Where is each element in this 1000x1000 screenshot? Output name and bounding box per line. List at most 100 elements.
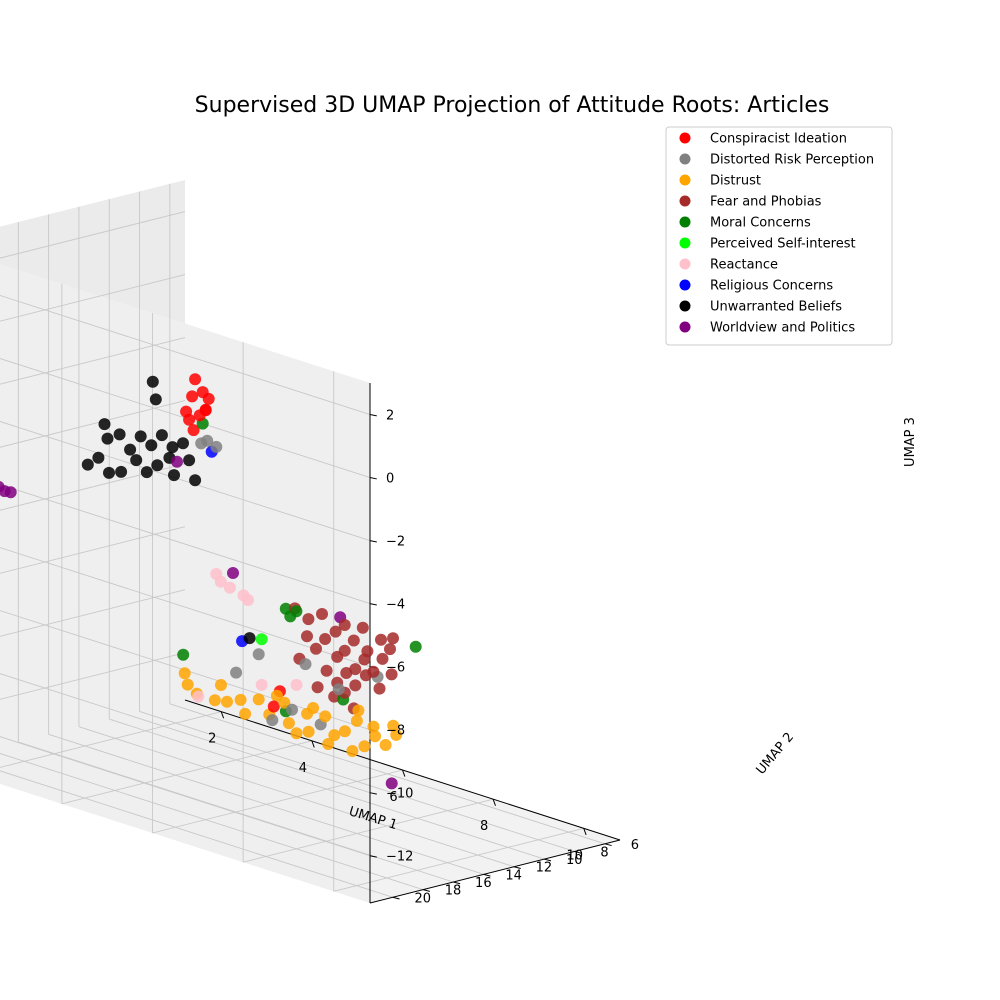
data-point — [356, 621, 369, 634]
data-point — [113, 428, 126, 441]
z-axis-label: UMAP 3 — [903, 417, 918, 467]
data-point — [187, 424, 200, 437]
data-point — [92, 451, 105, 464]
z-tick-label-mark — [369, 540, 377, 543]
data-point — [349, 663, 362, 676]
x-tick-label: 4 — [299, 761, 307, 776]
data-point — [299, 658, 312, 671]
data-point — [166, 441, 179, 454]
data-point — [347, 634, 360, 647]
data-point — [409, 640, 422, 653]
data-point — [181, 678, 194, 691]
y-tick-label: 18 — [445, 884, 462, 899]
scatter-points — [0, 373, 422, 790]
data-point — [221, 695, 233, 708]
data-point — [301, 707, 314, 720]
data-point — [373, 682, 386, 695]
y-tick-label-mark — [544, 858, 552, 862]
legend-marker — [679, 258, 691, 270]
data-point — [329, 625, 342, 638]
y-grid-line — [18, 741, 454, 883]
legend-label: Worldview and Politics — [710, 321, 855, 336]
data-point — [130, 454, 143, 467]
z-tick-label-mark — [369, 477, 377, 480]
data-point — [290, 727, 303, 740]
data-point — [149, 393, 162, 406]
data-point — [208, 694, 221, 707]
y-axis-line — [369, 839, 621, 904]
legend-frame — [665, 126, 893, 346]
data-point — [252, 648, 265, 661]
data-point — [286, 703, 298, 716]
data-point — [385, 777, 398, 790]
legend: Conspiracist Ideation Distorted Risk Perc… — [665, 126, 893, 346]
data-point — [101, 432, 114, 445]
data-point — [328, 729, 341, 742]
legend-label: Distrust — [710, 174, 761, 189]
data-point — [369, 730, 382, 743]
legend-marker — [679, 279, 691, 291]
data-point — [183, 454, 196, 467]
data-point — [266, 714, 279, 727]
legend-marker — [679, 174, 691, 186]
data-point — [180, 405, 193, 418]
data-point — [103, 466, 115, 479]
z-grid-line — [0, 274, 186, 322]
data-point — [239, 707, 252, 720]
data-point — [189, 373, 202, 386]
x-tick-label: 6 — [389, 790, 397, 805]
z-tick-label: −6 — [386, 661, 405, 676]
data-point — [282, 717, 295, 730]
x-grid-line — [0, 711, 222, 768]
y-tick-label-mark — [392, 896, 400, 900]
data-point — [267, 700, 280, 713]
data-point — [311, 681, 324, 694]
z-tick-label: 2 — [386, 409, 394, 424]
data-point — [242, 594, 254, 606]
data-point — [98, 418, 111, 431]
y-tick-label-mark — [513, 866, 521, 869]
data-point — [390, 728, 403, 741]
data-point — [376, 652, 389, 665]
y-tick-label: 12 — [536, 861, 553, 876]
z-grid-line — [0, 337, 186, 385]
data-point — [278, 696, 291, 709]
data-point — [340, 667, 353, 679]
data-point — [302, 725, 315, 738]
data-point — [338, 644, 351, 657]
y-grid-line — [78, 726, 515, 868]
data-point — [177, 648, 190, 661]
y-tick-label-mark — [483, 873, 491, 877]
y-tick-label: 16 — [475, 876, 492, 891]
z-tick-label: −8 — [386, 724, 405, 739]
y-grid-line — [169, 703, 605, 845]
legend-label: Religious Concerns — [710, 279, 833, 294]
y-grid-line — [48, 733, 484, 875]
y-tick-label-mark — [604, 843, 612, 847]
data-point — [320, 664, 333, 677]
legend-label: Moral Concerns — [710, 216, 811, 231]
legend-label: Perceived Self-interest — [710, 237, 856, 252]
data-point — [270, 689, 283, 702]
z-tick-label: 0 — [386, 472, 394, 487]
data-point — [178, 667, 191, 680]
z-grid-line — [0, 652, 186, 700]
y-tick-label: 8 — [600, 845, 608, 860]
y-tick-label: 20 — [414, 891, 431, 906]
data-point — [223, 581, 236, 594]
y-tick-label: 10 — [566, 853, 583, 868]
data-point — [210, 440, 223, 453]
data-point — [367, 720, 380, 733]
y-tick-label-mark — [574, 850, 582, 854]
data-point — [151, 459, 164, 472]
x-tick-label-mark — [492, 798, 496, 806]
z-tick-label: −2 — [386, 535, 405, 550]
data-point — [301, 630, 313, 643]
data-point — [316, 608, 328, 620]
y-grid-line — [109, 718, 545, 860]
z-grid-line — [0, 673, 371, 794]
data-point — [215, 679, 227, 691]
data-point — [379, 739, 392, 751]
